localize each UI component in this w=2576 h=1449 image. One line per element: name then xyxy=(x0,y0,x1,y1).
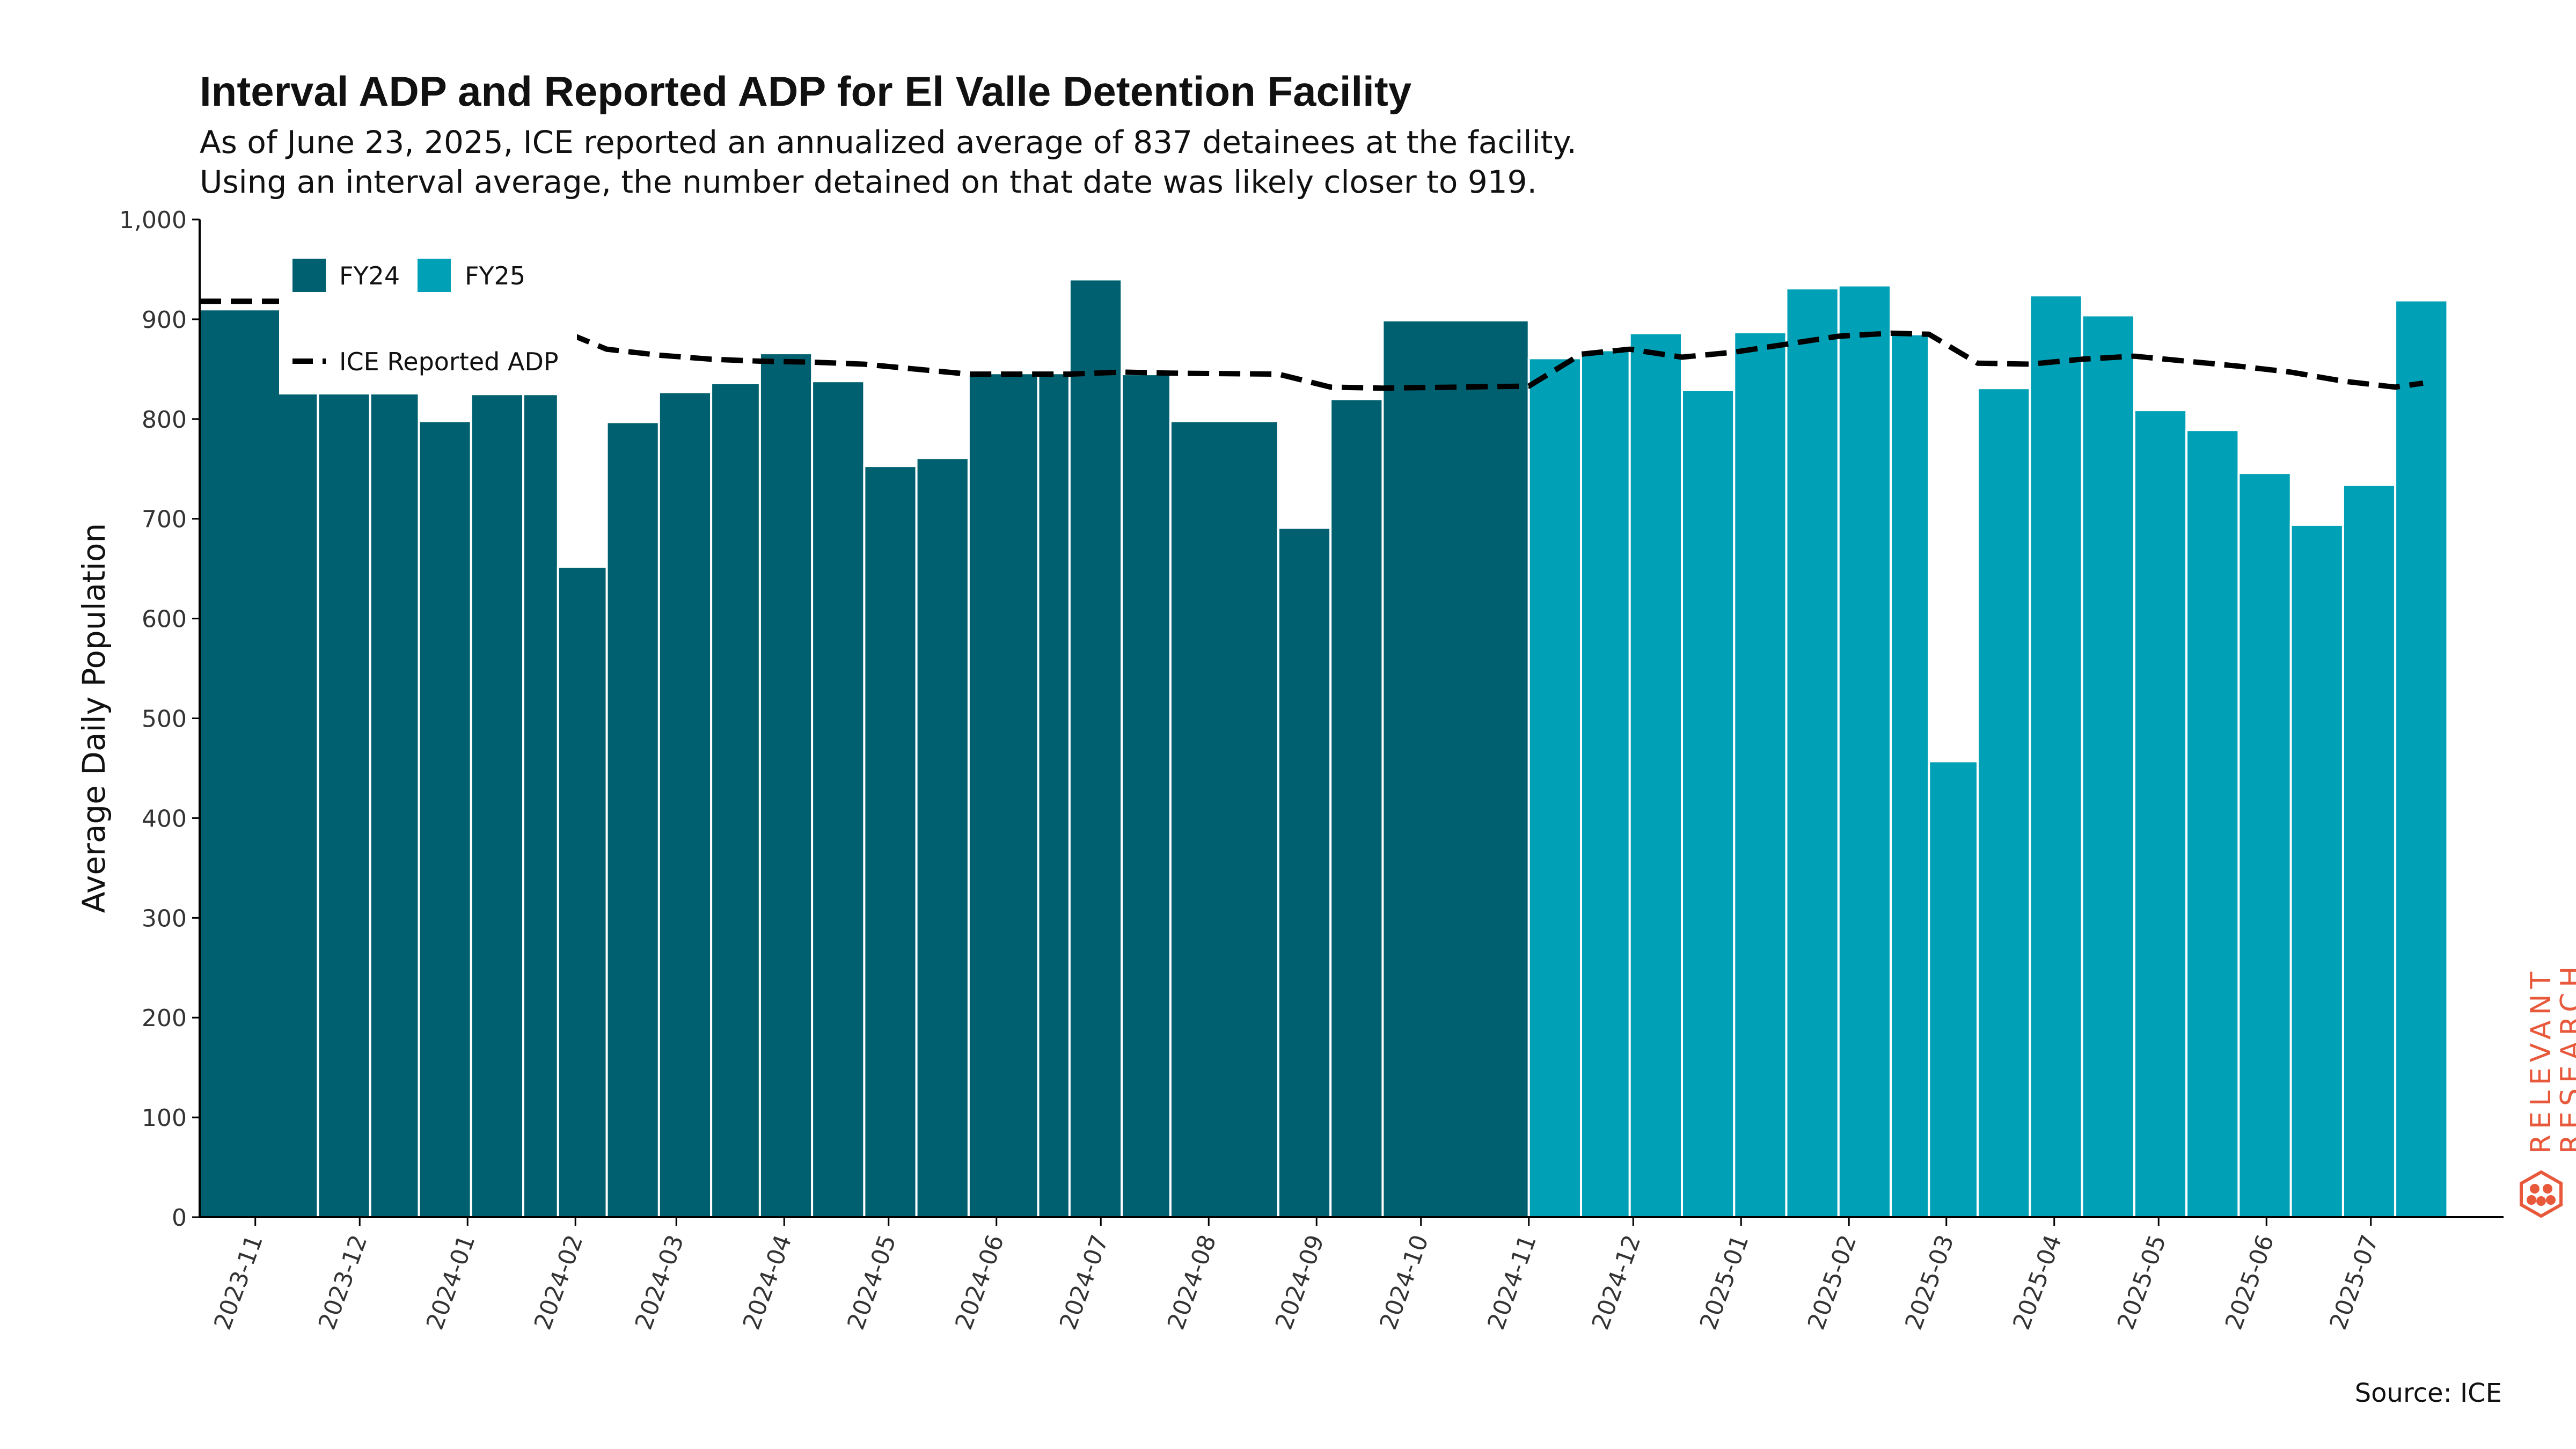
y-tick-label-3: 300 xyxy=(142,905,187,932)
bar-20 xyxy=(1329,398,1384,1218)
x-tick-label-9: 2024-08 xyxy=(1162,1231,1222,1333)
bar-26 xyxy=(1733,331,1788,1218)
y-tick-label-4: 400 xyxy=(142,805,187,832)
y-tick-label-0: 0 xyxy=(172,1204,187,1232)
x-tick-label-10: 2024-09 xyxy=(1270,1231,1330,1333)
legend: FY24 FY25 ICE Reported ADP xyxy=(279,243,577,394)
y-tick-label-8: 800 xyxy=(142,406,187,434)
legend-label-fy25: FY25 xyxy=(465,261,525,290)
x-tick-label-7: 2024-06 xyxy=(950,1231,1009,1333)
bar-17 xyxy=(1121,373,1172,1218)
x-tick-label-17: 2025-04 xyxy=(2008,1231,2067,1333)
logo-line-2: RESEARCH xyxy=(2555,961,2576,1154)
logo-line-1: RELEVANT xyxy=(2525,966,2557,1154)
x-tick-label-1: 2023-12 xyxy=(313,1231,373,1333)
bars-layer xyxy=(199,278,2449,1219)
y-tick-label-9: 900 xyxy=(142,306,187,334)
legend-label-reported-adp: ICE Reported ADP xyxy=(339,347,559,376)
x-tick-label-19: 2025-06 xyxy=(2220,1231,2280,1333)
line-layer xyxy=(200,298,2424,391)
bar-30 xyxy=(1928,760,1979,1218)
bar-35 xyxy=(2185,429,2240,1219)
x-tick-label-12: 2024-11 xyxy=(1482,1231,1542,1333)
x-tick-label-18: 2025-05 xyxy=(2112,1231,2172,1333)
source-note: Source: ICE xyxy=(2354,1378,2502,1408)
bar-2 xyxy=(369,308,420,1218)
bar-11 xyxy=(811,380,866,1219)
bar-27 xyxy=(1785,287,1840,1218)
hexagon-dots-icon xyxy=(2520,1170,2563,1218)
y-tick-label-5: 500 xyxy=(142,706,187,733)
x-tick-label-8: 2024-07 xyxy=(1055,1231,1114,1333)
x-tick-label-11: 2024-10 xyxy=(1374,1231,1434,1333)
bar-37 xyxy=(2289,523,2344,1218)
bar-5 xyxy=(522,393,559,1218)
bar-29 xyxy=(1890,333,1930,1218)
x-tick-label-6: 2024-05 xyxy=(842,1231,902,1333)
chart-title: Interval ADP and Reported ADP for El Val… xyxy=(200,68,1412,115)
bar-6 xyxy=(557,565,608,1218)
legend-swatch-fy24 xyxy=(292,259,326,292)
y-tick-label-2: 200 xyxy=(142,1005,187,1032)
bar-39 xyxy=(2394,299,2449,1218)
bar-36 xyxy=(2237,472,2292,1219)
bar-34 xyxy=(2133,409,2188,1218)
bar-9 xyxy=(710,382,761,1218)
reported-adp-line xyxy=(200,298,2424,391)
y-tick-label-7: 700 xyxy=(142,506,187,533)
bar-12 xyxy=(863,465,918,1219)
bar-33 xyxy=(2081,314,2135,1218)
x-tick-label-2: 2024-01 xyxy=(421,1231,481,1333)
x-tick-label-3: 2024-02 xyxy=(529,1231,589,1333)
bar-28 xyxy=(1837,284,1892,1219)
x-tick-label-14: 2025-01 xyxy=(1695,1231,1754,1333)
bar-14 xyxy=(967,372,1040,1218)
bar-24 xyxy=(1628,332,1683,1218)
bar-4 xyxy=(470,393,525,1218)
bar-15 xyxy=(1037,372,1071,1218)
bar-16 xyxy=(1068,278,1123,1218)
bar-10 xyxy=(758,352,814,1218)
legend-swatch-fy25 xyxy=(418,259,451,292)
bar-23 xyxy=(1580,349,1631,1218)
x-tick-label-16: 2025-03 xyxy=(1900,1231,1959,1333)
bar-13 xyxy=(915,457,970,1218)
x-tick-label-0: 2023-11 xyxy=(209,1231,268,1333)
bar-21 xyxy=(1381,319,1530,1218)
x-tick-label-4: 2024-03 xyxy=(630,1231,690,1333)
x-tick-label-15: 2025-02 xyxy=(1803,1231,1862,1333)
bar-3 xyxy=(418,420,472,1218)
bar-32 xyxy=(2029,294,2083,1218)
bar-7 xyxy=(605,421,660,1218)
bar-38 xyxy=(2341,484,2397,1218)
bar-25 xyxy=(1681,389,1736,1218)
y-tick-label-1: 100 xyxy=(142,1104,187,1132)
bar-1 xyxy=(317,308,371,1218)
x-tick-label-5: 2024-04 xyxy=(738,1231,797,1333)
bar-18 xyxy=(1169,420,1279,1218)
x-tick-label-20: 2025-07 xyxy=(2324,1231,2384,1333)
bar-31 xyxy=(1977,387,2031,1219)
bar-22 xyxy=(1527,357,1582,1218)
legend-label-fy24: FY24 xyxy=(339,261,400,290)
chart-subtitle-line-2: Using an interval average, the number de… xyxy=(200,164,1537,200)
y-axis-label: Average Daily Population xyxy=(76,523,112,913)
y-tick-label-10: 1,000 xyxy=(119,207,187,234)
y-tick-label-6: 600 xyxy=(142,606,187,633)
x-tick-label-13: 2024-12 xyxy=(1587,1231,1646,1333)
bar-8 xyxy=(657,391,713,1218)
chart-subtitle-line-1: As of June 23, 2025, ICE reported an ann… xyxy=(200,124,1577,160)
bar-0 xyxy=(199,308,319,1218)
bar-19 xyxy=(1277,526,1332,1218)
